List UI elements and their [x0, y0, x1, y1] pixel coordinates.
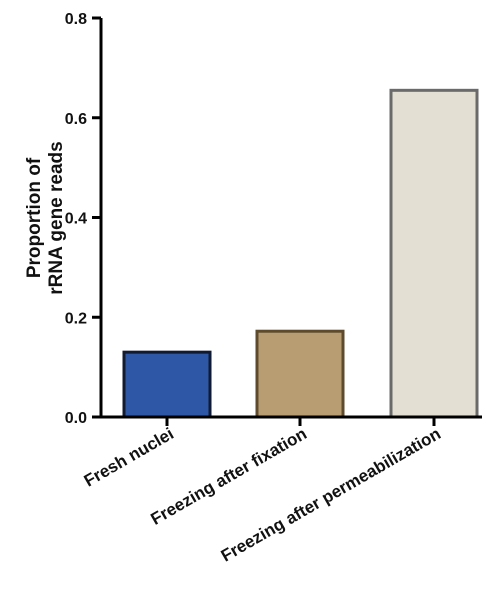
y-tick-label: 0.6 [65, 111, 87, 128]
bar-1 [122, 350, 212, 419]
y-axis-title-line-2: rRNA gene reads [46, 141, 67, 294]
y-tick-label: 0.8 [65, 11, 87, 28]
y-ticks: 0.0 0.2 0.4 0.6 0.8 [65, 11, 101, 427]
y-axis-title-line-1: Proportion of [24, 157, 45, 278]
x-tick-label: Fresh nuclei [81, 424, 177, 491]
bar-3 [389, 88, 479, 419]
bars [122, 88, 479, 419]
x-tick-label: Freezing after permeabilization [218, 424, 444, 566]
y-axis-title: Proportion of rRNA gene reads [24, 141, 67, 294]
y-tick-label: 0.2 [65, 310, 87, 327]
bar-2 [255, 329, 345, 419]
y-tick-label: 0.4 [65, 211, 87, 228]
y-tick-label: 0.0 [65, 410, 87, 427]
